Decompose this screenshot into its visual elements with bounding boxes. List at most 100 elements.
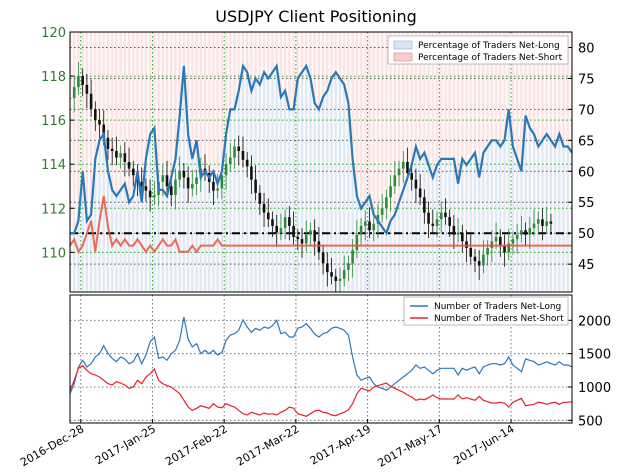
price-candle xyxy=(431,223,435,226)
price-candle xyxy=(304,234,308,244)
price-candle xyxy=(482,254,485,266)
price-candle xyxy=(507,243,511,253)
top-panel-frame xyxy=(69,31,573,293)
price-candle xyxy=(161,175,165,182)
left-tick-label: 118 xyxy=(41,70,66,85)
price-candle xyxy=(347,263,350,270)
price-candle xyxy=(70,98,72,100)
price-candle xyxy=(127,162,131,169)
price-candle xyxy=(528,228,532,235)
price-candle xyxy=(81,76,84,85)
left-tick-label: 120 xyxy=(41,26,66,41)
price-candle xyxy=(372,223,376,231)
price-candle xyxy=(317,241,321,253)
price-candle xyxy=(549,221,553,224)
legend-label: Percentage of Traders Net-Long xyxy=(418,41,560,51)
x-tick-label: 2017-May-17 xyxy=(376,422,445,470)
price-candle xyxy=(389,186,392,198)
price-candle xyxy=(473,256,477,262)
price-candle xyxy=(296,236,300,240)
bottom-panel-frame xyxy=(69,294,573,424)
price-candle xyxy=(98,120,101,125)
price-candle xyxy=(313,230,316,242)
price-candle xyxy=(477,261,481,266)
price-candle xyxy=(326,263,329,273)
price-candle xyxy=(452,225,456,235)
price-candle xyxy=(288,217,291,226)
price-candle xyxy=(266,212,270,220)
price-candle xyxy=(237,146,241,151)
price-candle xyxy=(456,232,460,235)
price-candle xyxy=(212,181,215,191)
price-candle xyxy=(393,175,397,187)
price-candle xyxy=(418,188,422,198)
count-tick-label: 2000 xyxy=(578,314,611,329)
price-candle xyxy=(245,159,249,167)
price-candle xyxy=(271,219,274,226)
right-tick-label: 80 xyxy=(578,41,595,56)
price-candle xyxy=(427,212,430,224)
legend-swatch xyxy=(393,40,413,50)
price-candle xyxy=(119,153,122,158)
legend-label: Percentage of Traders Net-Short xyxy=(418,53,563,63)
price-candle xyxy=(72,87,76,99)
left-tick-label: 114 xyxy=(41,158,66,173)
left-tick-label: 112 xyxy=(41,202,66,217)
price-candle xyxy=(515,234,519,240)
chart-title: USDJPY Client Positioning xyxy=(215,7,417,26)
price-candle xyxy=(131,168,135,176)
right-tick-label: 60 xyxy=(578,165,595,180)
price-candle xyxy=(334,276,338,281)
price-candle xyxy=(448,217,451,226)
price-candle xyxy=(338,278,342,281)
price-candle xyxy=(397,168,401,176)
price-candle xyxy=(385,197,388,209)
right-tick-label: 75 xyxy=(578,72,595,87)
right-tick-label: 65 xyxy=(578,134,595,149)
price-candle xyxy=(224,164,228,176)
right-tick-label: 70 xyxy=(578,103,595,118)
left-tick-label: 116 xyxy=(41,114,66,129)
price-candle xyxy=(191,184,194,189)
price-candle xyxy=(498,236,502,246)
net-short-pct-line xyxy=(70,195,572,255)
x-tick-label: 2017-Feb-22 xyxy=(163,422,230,468)
price-candle xyxy=(153,195,156,198)
count-tick-label: 1500 xyxy=(578,348,611,363)
net-long-count-line xyxy=(69,316,573,394)
price-candle xyxy=(182,170,186,178)
price-candle xyxy=(279,228,283,233)
price-candle xyxy=(275,225,279,233)
price-candle xyxy=(174,179,177,196)
price-candle xyxy=(262,203,266,213)
x-tick-label: 2017-Jan-25 xyxy=(93,422,158,467)
x-tick-label: 2017-Jun-14 xyxy=(451,422,516,467)
price-candle xyxy=(123,153,127,162)
price-candle xyxy=(414,179,418,189)
price-candle xyxy=(254,179,257,193)
legend-label: Number of Traders Net-Short xyxy=(434,314,564,324)
count-tick-label: 500 xyxy=(578,414,603,429)
price-candle xyxy=(220,175,224,189)
price-candle xyxy=(401,162,405,169)
price-candle xyxy=(94,109,97,121)
net-short-count-line xyxy=(69,364,573,417)
price-candle xyxy=(330,272,333,277)
price-candle xyxy=(178,170,181,180)
price-candle xyxy=(321,252,325,264)
price-candle xyxy=(89,93,93,110)
price-candle xyxy=(532,223,536,229)
price-candle xyxy=(486,247,489,255)
plot-layer: 110 112 114 116 118 120 45 50 55 60 65 70 75 80 500 100… xyxy=(18,26,611,470)
price-candle xyxy=(444,212,447,218)
price-candle xyxy=(250,166,253,180)
price-candle xyxy=(241,150,245,160)
x-tick-label: 2017-Apr-19 xyxy=(308,422,373,467)
price-candle xyxy=(342,269,346,279)
price-candle xyxy=(195,177,198,185)
price-candle xyxy=(355,234,359,251)
price-candle xyxy=(110,148,114,151)
price-candle xyxy=(368,221,371,231)
price-candle xyxy=(461,232,464,242)
